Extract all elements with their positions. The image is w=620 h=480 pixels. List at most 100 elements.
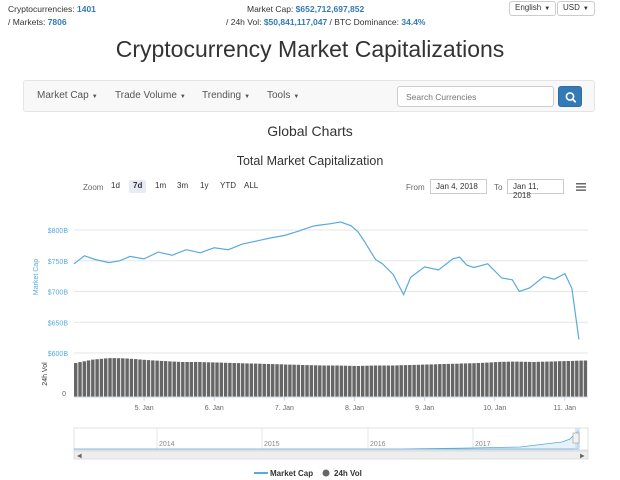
volume-bar	[468, 363, 472, 397]
nav-trending[interactable]: Trending ▼	[202, 90, 250, 101]
volume-bar	[438, 364, 442, 397]
volume-bar	[189, 362, 194, 397]
volume-bar	[348, 365, 352, 397]
volume-bar	[373, 365, 378, 397]
zoom-all-button[interactable]: ALL	[244, 181, 259, 190]
range-from-input[interactable]: Jan 4, 2018	[430, 179, 487, 194]
volume-bar	[506, 361, 511, 397]
nav-trade-volume[interactable]: Trade Volume ▼	[115, 90, 186, 101]
main-navbar: Market Cap ▼ Trade Volume ▼ Trending ▼ Tool…	[23, 80, 595, 112]
page-title: Cryptocurrency Market Capitalizations	[115, 36, 505, 62]
volume-bar	[206, 362, 211, 397]
volume-bar	[258, 363, 262, 397]
volume-bar	[223, 362, 228, 397]
range-to-input[interactable]: Jan 11, 2018	[507, 179, 564, 200]
volume-bar	[249, 363, 254, 397]
volume-bar	[326, 365, 331, 397]
volume-bar	[142, 359, 146, 397]
nav-market-cap[interactable]: Market Cap ▼	[37, 90, 98, 101]
volume-bar	[116, 358, 121, 397]
dominance-link[interactable]: 34.4%	[401, 17, 426, 27]
volume-bar	[583, 360, 588, 397]
search-input[interactable]	[397, 86, 554, 107]
volume-dominance-stat: / 24h Vol: $50,841,117,047 / BTC Dominan…	[226, 17, 425, 27]
language-value: English	[515, 3, 542, 12]
navigator-handle-icon[interactable]	[572, 432, 580, 444]
market-cap-link[interactable]: $652,712,697,852	[295, 4, 365, 14]
volume-bar	[151, 360, 155, 397]
zoom-7d-button[interactable]: 7d	[129, 180, 147, 193]
volume-bar	[134, 359, 138, 397]
volume-bar	[408, 365, 412, 397]
currency-value: USD	[563, 3, 580, 12]
zoom-1m-button[interactable]: 1m	[155, 181, 167, 190]
volume-bar	[549, 361, 553, 397]
volume-bar	[232, 363, 236, 397]
volume-bar	[485, 362, 489, 397]
currency-dropdown[interactable]: USD ▼	[557, 1, 595, 16]
volume-bar	[202, 362, 206, 397]
caret-down-icon: ▼	[244, 94, 251, 100]
volume-bar	[536, 361, 541, 397]
volume-bar	[562, 361, 566, 397]
volume-bar	[382, 365, 386, 397]
scroll-left-icon[interactable]: ◀	[77, 454, 82, 460]
y-tick-label: $700B	[48, 290, 69, 297]
market-cap-label: Market Cap:	[247, 4, 294, 14]
volume-bar	[365, 365, 369, 397]
vol-link[interactable]: $50,841,117,047	[263, 17, 328, 27]
navigator-scrollbar[interactable]	[73, 450, 589, 460]
volume-bar	[459, 363, 463, 397]
volume-bar	[86, 360, 91, 397]
x-tick-label: 5. Jan	[135, 405, 154, 412]
nav-label: Tools	[267, 90, 291, 101]
cryptocurrencies-link[interactable]: 1401	[76, 4, 96, 14]
cryptocurrencies-stat: Cryptocurrencies: 1401	[8, 4, 96, 14]
volume-bar	[425, 364, 429, 397]
volume-bar	[279, 364, 284, 397]
volume-bar	[215, 362, 219, 397]
zoom-1d-button[interactable]: 1d	[111, 181, 120, 190]
caret-down-icon: ▼	[544, 6, 551, 12]
vol-label: / 24h Vol:	[226, 17, 262, 27]
volume-bar	[241, 363, 245, 397]
volume-bar	[391, 365, 395, 397]
volume-bar	[515, 361, 519, 397]
volume-bar	[489, 362, 493, 397]
legend-market-cap[interactable]: Market Cap	[270, 469, 314, 478]
volume-bar	[566, 361, 571, 397]
navigator-year-label: 2015	[264, 441, 280, 448]
nav-tools[interactable]: Tools ▼	[267, 90, 299, 101]
volume-bar	[361, 365, 365, 397]
volume-bar	[193, 362, 198, 397]
volume-bar	[125, 358, 129, 397]
search-button[interactable]	[558, 86, 582, 107]
volume-bar	[369, 365, 374, 397]
volume-bar	[386, 365, 391, 397]
navigator[interactable]	[73, 427, 589, 451]
scroll-right-icon[interactable]: ▶	[580, 454, 585, 460]
range-to-label: To	[494, 183, 503, 192]
volume-bar	[480, 362, 485, 397]
volume-bar	[271, 364, 275, 397]
zoom-1y-button[interactable]: 1y	[200, 181, 209, 190]
volume-bar	[176, 361, 181, 397]
volume-bar	[545, 361, 549, 397]
y-axis-labels: $600B $650B $700B $750B $800B	[48, 228, 69, 358]
legend-24h-vol[interactable]: 24h Vol	[334, 469, 362, 478]
volume-bar	[159, 360, 164, 397]
volume-bar	[579, 360, 583, 397]
zoom-ytd-button[interactable]: YTD	[220, 181, 236, 190]
caret-down-icon: ▼	[91, 94, 98, 100]
zoom-3m-button[interactable]: 3m	[177, 181, 189, 190]
volume-bar	[146, 360, 151, 397]
volume-bar	[339, 365, 344, 397]
volume-bar	[553, 361, 558, 397]
language-dropdown[interactable]: English ▼	[509, 1, 557, 16]
markets-link[interactable]: 7806	[47, 17, 67, 27]
caret-down-icon: ▼	[582, 6, 589, 12]
chart-menu-icon[interactable]	[576, 183, 586, 191]
y-tick-label: $800B	[48, 228, 69, 235]
volume-bar	[450, 363, 455, 397]
volume-bar	[309, 365, 314, 397]
